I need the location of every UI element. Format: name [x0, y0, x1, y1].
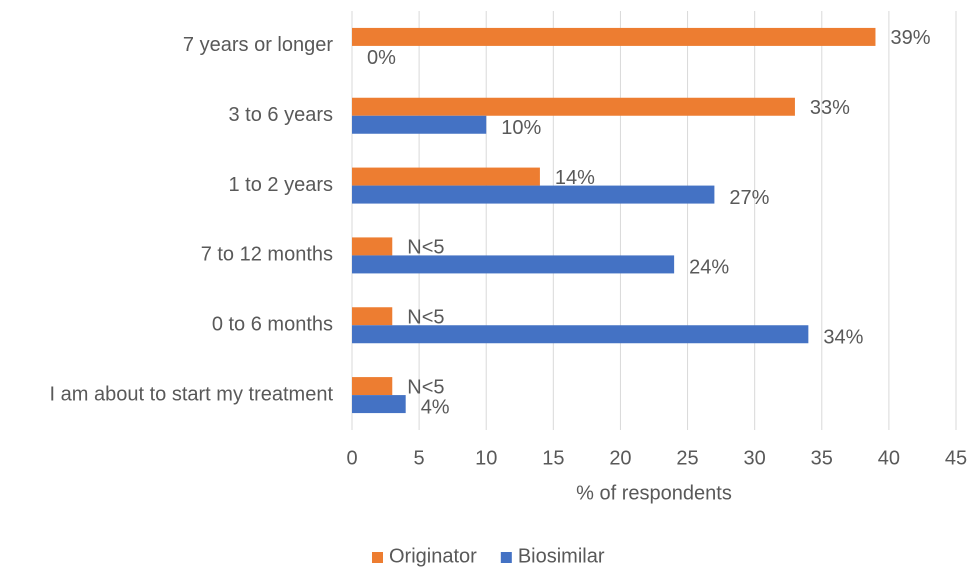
y-tick-label: 1 to 2 years: [228, 174, 333, 196]
x-tick-label: 30: [744, 447, 766, 469]
y-tick-label: I am about to start my treatment: [50, 383, 334, 405]
bar: [352, 237, 393, 256]
bar: [352, 325, 809, 344]
x-tick-label: 15: [542, 447, 564, 469]
bar: [352, 167, 540, 186]
x-tick-label: 45: [945, 447, 967, 469]
bar: [352, 377, 393, 396]
data-label: 27%: [729, 187, 769, 209]
x-tick-label: 20: [609, 447, 631, 469]
data-label: 39%: [890, 27, 930, 49]
y-tick-label: 0 to 6 months: [212, 314, 333, 336]
data-label: N<5: [407, 307, 444, 329]
x-tick-label: 35: [811, 447, 833, 469]
data-label: 34%: [823, 327, 863, 349]
data-label: N<5: [407, 237, 444, 259]
data-label: 4%: [421, 396, 450, 418]
legend-swatch: [372, 552, 383, 563]
x-axis-label: % of respondents: [576, 482, 732, 504]
data-label: N<5: [407, 376, 444, 398]
x-tick-label: 25: [676, 447, 698, 469]
legend-label: Biosimilar: [518, 545, 605, 567]
bar: [352, 27, 876, 46]
bar: [352, 255, 675, 274]
bar: [352, 115, 487, 134]
y-tick-label: 3 to 6 years: [228, 104, 333, 126]
data-label: 14%: [555, 167, 595, 189]
data-label: 24%: [689, 257, 729, 279]
legend-swatch: [500, 552, 512, 563]
bar: [352, 395, 406, 414]
bar: [352, 185, 715, 204]
legend-label: Originator: [389, 545, 477, 567]
bar: [352, 97, 795, 116]
data-label: 33%: [810, 97, 850, 119]
x-tick-label: 5: [414, 447, 425, 469]
x-tick-label: 0: [346, 447, 357, 469]
bar: [352, 307, 393, 326]
data-label: 0%: [367, 47, 396, 69]
y-tick-label: 7 years or longer: [183, 34, 333, 56]
y-tick-label: 7 to 12 months: [201, 244, 333, 266]
data-label: 10%: [501, 117, 541, 139]
x-tick-label: 40: [878, 447, 900, 469]
x-tick-label: 10: [475, 447, 497, 469]
